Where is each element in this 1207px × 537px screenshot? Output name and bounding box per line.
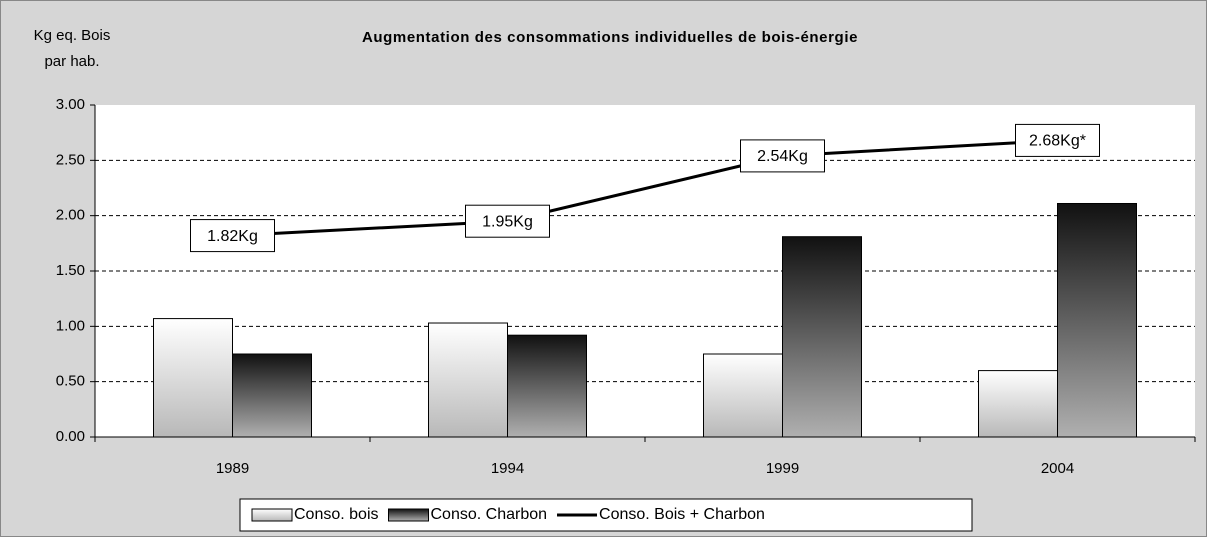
data-label-box bbox=[465, 204, 550, 238]
y-tick-label: 1.50 bbox=[56, 262, 85, 279]
legend-label: Conso. bois bbox=[294, 506, 379, 523]
data-label-box bbox=[740, 139, 825, 173]
y-tick-label: 0.50 bbox=[56, 373, 85, 390]
data-label: 1.95Kg bbox=[482, 213, 533, 230]
data-label-box bbox=[1015, 123, 1100, 157]
data-label: 2.54Kg bbox=[757, 148, 808, 165]
data-label-box bbox=[190, 219, 275, 253]
legend bbox=[239, 498, 973, 532]
bar bbox=[782, 236, 862, 438]
chart-title: Augmentation des consommations individue… bbox=[362, 29, 858, 46]
x-tick-label: 1989 bbox=[216, 460, 249, 477]
y-tick-label: 2.50 bbox=[56, 151, 85, 168]
bar bbox=[428, 322, 508, 438]
bar bbox=[153, 318, 233, 438]
bar bbox=[232, 353, 312, 438]
legend-label: Conso. Charbon bbox=[431, 506, 548, 523]
y-axis-label: par hab. bbox=[44, 53, 99, 70]
legend-label: Conso. Bois + Charbon bbox=[599, 506, 765, 523]
legend-swatch bbox=[251, 508, 293, 522]
data-label: 1.82Kg bbox=[207, 228, 258, 245]
x-tick-label: 1999 bbox=[766, 460, 799, 477]
x-tick-label: 1994 bbox=[491, 460, 524, 477]
bar bbox=[507, 334, 587, 438]
legend-swatch bbox=[388, 508, 429, 522]
y-axis-label: Kg eq. Bois bbox=[34, 27, 111, 44]
y-tick-label: 0.00 bbox=[56, 428, 85, 445]
y-tick-label: 1.00 bbox=[56, 317, 85, 334]
y-tick-label: 3.00 bbox=[56, 96, 85, 113]
bar bbox=[703, 353, 783, 438]
bar bbox=[978, 370, 1058, 438]
data-label: 2.68Kg* bbox=[1029, 133, 1086, 150]
x-tick-label: 2004 bbox=[1041, 460, 1074, 477]
line bbox=[232, 138, 1058, 238]
bar bbox=[1057, 202, 1137, 438]
y-tick-label: 2.00 bbox=[56, 207, 85, 224]
